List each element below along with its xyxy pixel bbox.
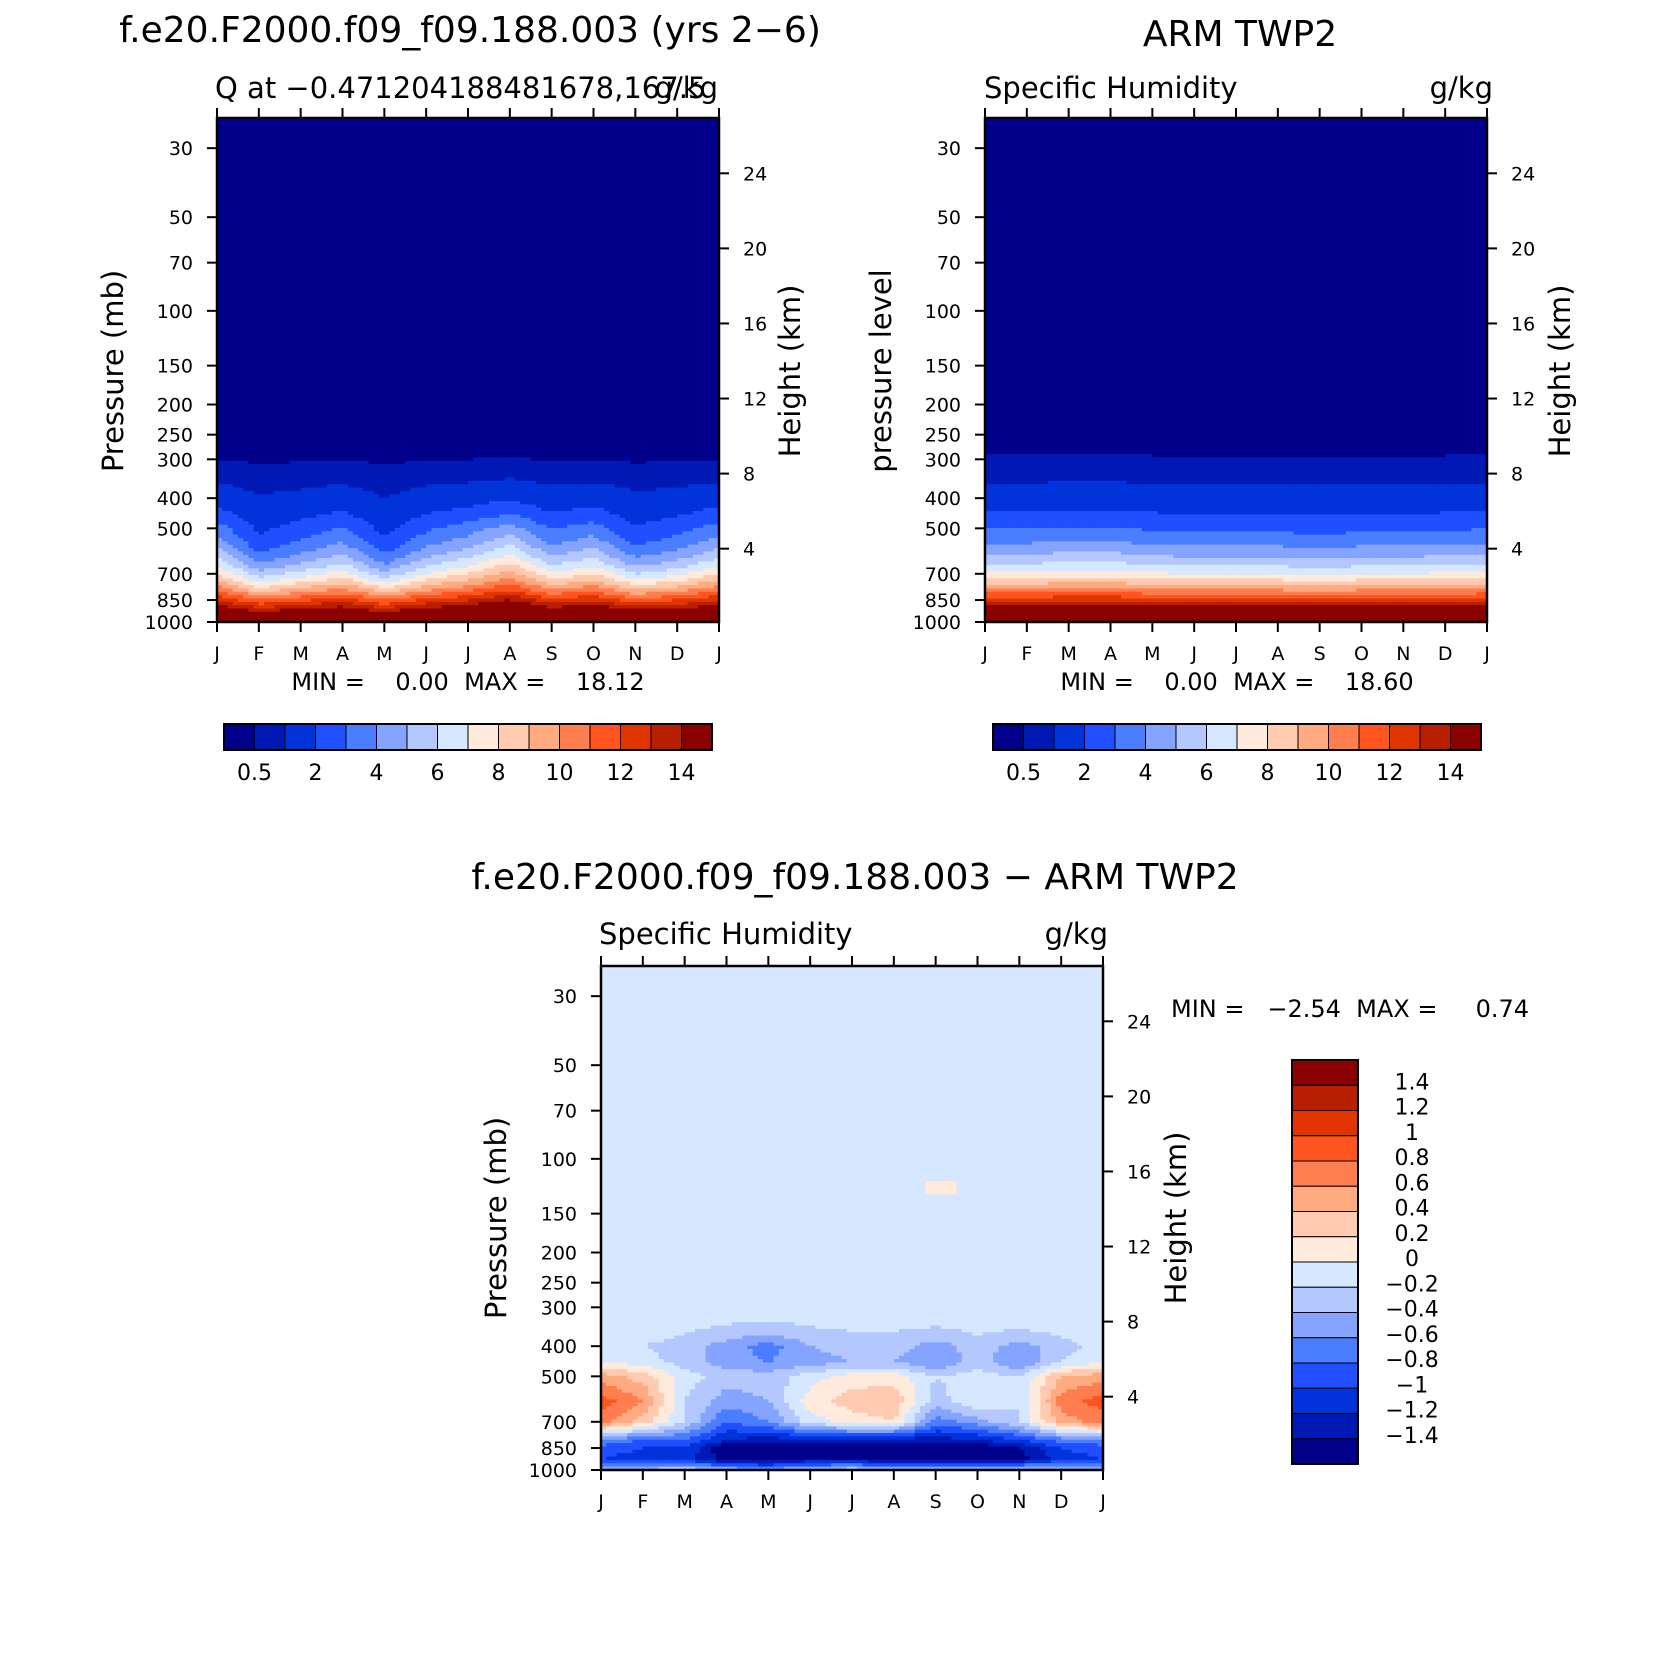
panel-model-title-right: g/kg [655,71,718,105]
panel-model-suptitle: f.e20.F2000.f09_f09.188.003 (yrs 2−6) [119,10,821,51]
panel-model-contour-field [217,118,720,623]
panel-model: f.e20.F2000.f09_f09.188.003 (yrs 2−6) Q … [96,10,821,786]
panel-model-title-left: Q at −0.471204188481678,167.5 [215,71,706,105]
